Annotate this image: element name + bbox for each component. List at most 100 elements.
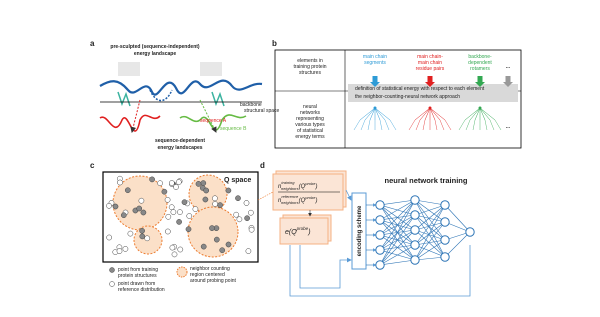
training-point — [209, 225, 215, 231]
nn-edge — [414, 214, 446, 241]
reference-point — [233, 211, 240, 218]
row-header: energy terms — [295, 134, 325, 140]
training-point — [112, 203, 119, 210]
reference-point — [144, 235, 151, 242]
mini-network-edge — [369, 107, 376, 121]
formula-part: neighbors — [281, 200, 299, 205]
mini-network-edge — [415, 119, 421, 131]
training-point — [219, 247, 226, 254]
nn-title: neural network training — [385, 176, 468, 185]
reference-point — [122, 246, 129, 252]
reference-point — [243, 200, 250, 206]
training-point — [176, 219, 182, 225]
training-point — [140, 209, 147, 216]
nn-edge — [414, 239, 446, 261]
mini-network-edge — [464, 107, 481, 121]
arrow — [130, 99, 141, 133]
mini-network-edge — [374, 107, 381, 121]
training-point — [136, 205, 143, 212]
nn-node — [375, 260, 385, 270]
element-arrow — [370, 82, 380, 87]
nn-node — [440, 252, 450, 262]
column-header: backbone- — [468, 54, 492, 60]
nn-edge — [414, 204, 446, 231]
reference-point — [157, 180, 163, 187]
training-point — [244, 215, 250, 222]
panel-a: a pre-sculpted (sequence-independent) en… — [90, 39, 280, 151]
mini-network-edge — [364, 107, 376, 121]
reference-point — [236, 216, 243, 223]
nn-edge — [444, 231, 471, 258]
training-point — [139, 233, 146, 240]
formula: e(Qprobe) — [285, 226, 311, 236]
formula: ntraining neighbors(Qprobe) — [278, 180, 317, 191]
bottom-label: sequence-dependent — [155, 138, 205, 144]
nn-edge — [379, 199, 416, 206]
formula-part: (Q — [299, 184, 306, 190]
nn-edge — [414, 199, 446, 223]
helix-icon — [211, 91, 225, 107]
nn-edge — [414, 204, 446, 261]
band-text: definition of statistical energy with re… — [355, 86, 485, 92]
column-header: main chain — [418, 60, 442, 66]
formula: nreference neighbors(Qprobe) — [278, 194, 317, 205]
mini-network-edge — [479, 107, 491, 121]
element-arrow — [477, 76, 483, 82]
nn-edge — [414, 256, 446, 261]
nn-node — [410, 240, 420, 250]
training-point — [202, 196, 209, 203]
formula-part: (Q — [299, 198, 306, 204]
nn-edge — [379, 259, 416, 266]
mini-network-edge — [494, 119, 502, 131]
column-header: segments — [364, 60, 386, 66]
legend-text: point drawn from — [118, 281, 155, 287]
mini-network-edge — [444, 119, 452, 131]
nn-edge — [414, 229, 446, 241]
row-header: elements in — [297, 58, 323, 64]
training-point — [195, 181, 202, 187]
legend-text: neighbor counting — [190, 266, 230, 272]
nn-edge — [379, 199, 416, 266]
training-point — [185, 226, 192, 233]
training-point — [161, 188, 168, 195]
nn-node — [375, 215, 385, 225]
nn-node — [410, 225, 420, 235]
reference-point — [248, 226, 255, 233]
row-header: of statistical — [297, 128, 323, 134]
nn-edge — [379, 244, 416, 266]
structure-icon — [118, 62, 140, 76]
mini-network-edge — [458, 119, 466, 131]
space-label: Q space — [224, 177, 251, 184]
reference-point — [175, 179, 182, 185]
mini-network-edge — [353, 119, 361, 131]
mini-network-node — [478, 106, 482, 110]
title: energy landscape — [134, 51, 176, 57]
axis-label: backbone — [240, 102, 262, 108]
mini-network-edge — [439, 119, 445, 131]
element-arrow — [372, 76, 378, 82]
row-header: various types — [295, 122, 325, 128]
panel-label: c — [90, 161, 95, 170]
reference-point — [170, 209, 177, 215]
ellipsis: ... — [506, 64, 511, 70]
formula-part: ) — [314, 198, 317, 204]
reference-point — [212, 195, 218, 202]
nn-node — [375, 200, 385, 210]
nn-edge — [414, 221, 446, 261]
training-point — [181, 199, 188, 206]
reference-point — [117, 179, 123, 186]
formula-part: training — [281, 180, 295, 185]
connector — [257, 191, 274, 201]
formula-part: n — [278, 198, 282, 204]
reference-point — [168, 180, 175, 186]
nn-node — [375, 245, 385, 255]
reference-point — [177, 209, 183, 215]
training-point — [200, 180, 207, 186]
row-header: training protein — [293, 64, 326, 70]
nn-edge — [414, 199, 446, 258]
panel-label: d — [260, 161, 265, 170]
element-arrow — [505, 76, 511, 82]
panel-d: d ntraining neighbors(Qprobe) nreference n… — [257, 161, 475, 297]
legend-marker — [109, 281, 115, 287]
panel-label: a — [90, 39, 95, 48]
